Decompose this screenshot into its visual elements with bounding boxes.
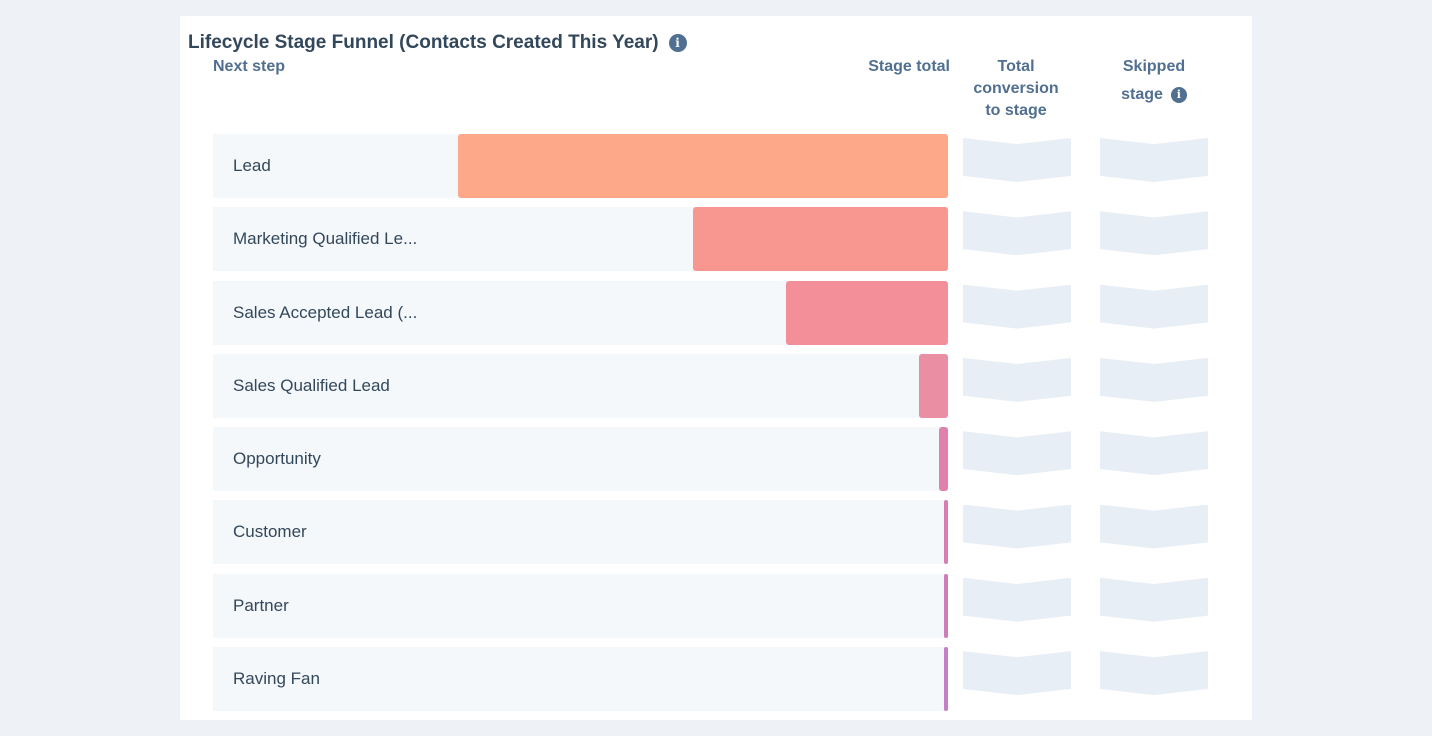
stage-label: Sales Accepted Lead (... [233, 302, 418, 322]
funnel-row[interactable]: Raving Fan [213, 647, 948, 712]
skipped-stage-cell[interactable] [1100, 357, 1208, 402]
funnel-row[interactable]: Sales Accepted Lead (... [213, 280, 948, 345]
total-conversion-cell [963, 211, 1071, 256]
stage-label: Opportunity [233, 449, 321, 469]
stage-label: Marketing Qualified Le... [233, 229, 418, 249]
funnel-row[interactable]: Lead [213, 134, 948, 198]
header-next-step: Next step [213, 58, 286, 75]
stage-label: Partner [233, 595, 289, 615]
header-skip-line2: stage [1121, 86, 1163, 103]
skipped-stage-cell[interactable] [1100, 577, 1208, 622]
stage-bar[interactable] [944, 647, 948, 712]
header-total-conversion[interactable]: Total conversion to stage [960, 56, 1072, 122]
funnel-row[interactable]: Opportunity [213, 427, 948, 492]
funnel-row[interactable]: Marketing Qualified Le... [213, 207, 948, 272]
skipped-stage-cell[interactable] [1100, 138, 1208, 182]
stage-label: Sales Qualified Lead [233, 375, 390, 395]
total-conversion-cell [963, 651, 1071, 696]
stage-bar[interactable] [458, 134, 948, 198]
header-stage-total[interactable]: Stage total [868, 58, 950, 75]
total-conversion-cell [963, 504, 1071, 549]
stage-bar[interactable] [939, 427, 948, 492]
skipped-stage-cell[interactable] [1100, 651, 1208, 696]
stage-bar[interactable] [786, 280, 948, 345]
funnel-row[interactable]: Partner [213, 573, 948, 638]
stage-bar[interactable] [918, 353, 948, 418]
header-conv-line3: to stage [985, 102, 1047, 119]
header-conv-line1: Total [997, 58, 1035, 75]
chart-title: Lifecycle Stage Funnel (Contacts Created… [188, 32, 659, 53]
total-conversion-cell [963, 138, 1071, 182]
stage-label: Customer [233, 522, 307, 542]
total-conversion-cell [963, 431, 1071, 476]
skipped-stage-cell[interactable] [1100, 211, 1208, 256]
total-conversion-cell [963, 284, 1071, 329]
funnel-rows: Lead Marketing Qualified Le... Sales Accep… [213, 134, 948, 720]
stage-bar[interactable] [693, 207, 948, 272]
title-row: Lifecycle Stage Funnel (Contacts Created… [188, 32, 687, 54]
funnel-card: Lifecycle Stage Funnel (Contacts Created… [180, 16, 1252, 720]
total-conversion-cell [963, 357, 1071, 402]
stage-label: Lead [233, 156, 271, 175]
skipped-stage-cell[interactable] [1100, 504, 1208, 549]
stage-bar[interactable] [944, 573, 948, 638]
stage-label: Raving Fan [233, 669, 320, 689]
skipped-stage-cell[interactable] [1100, 284, 1208, 329]
info-icon[interactable]: i [668, 34, 687, 52]
info-icon[interactable]: i [1170, 87, 1187, 103]
funnel-row[interactable]: Sales Qualified Lead [213, 353, 948, 418]
header-skipped-stage[interactable]: Skipped stage i [1098, 56, 1210, 106]
header-skip-line1: Skipped [1122, 58, 1186, 75]
funnel-row[interactable]: Customer [213, 500, 948, 565]
total-conversion-cell [963, 577, 1071, 622]
header-conv-line2: conversion [973, 80, 1059, 97]
skipped-stage-cell[interactable] [1100, 431, 1208, 476]
stage-bar[interactable] [944, 500, 948, 565]
